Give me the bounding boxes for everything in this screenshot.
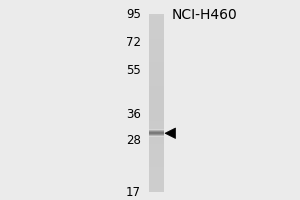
Text: NCI-H460: NCI-H460 bbox=[171, 8, 237, 22]
Text: 17: 17 bbox=[126, 186, 141, 198]
Polygon shape bbox=[165, 128, 175, 138]
Text: 72: 72 bbox=[126, 36, 141, 49]
Text: 95: 95 bbox=[126, 7, 141, 21]
Text: 28: 28 bbox=[126, 134, 141, 147]
Text: 55: 55 bbox=[126, 64, 141, 77]
Text: 36: 36 bbox=[126, 108, 141, 121]
